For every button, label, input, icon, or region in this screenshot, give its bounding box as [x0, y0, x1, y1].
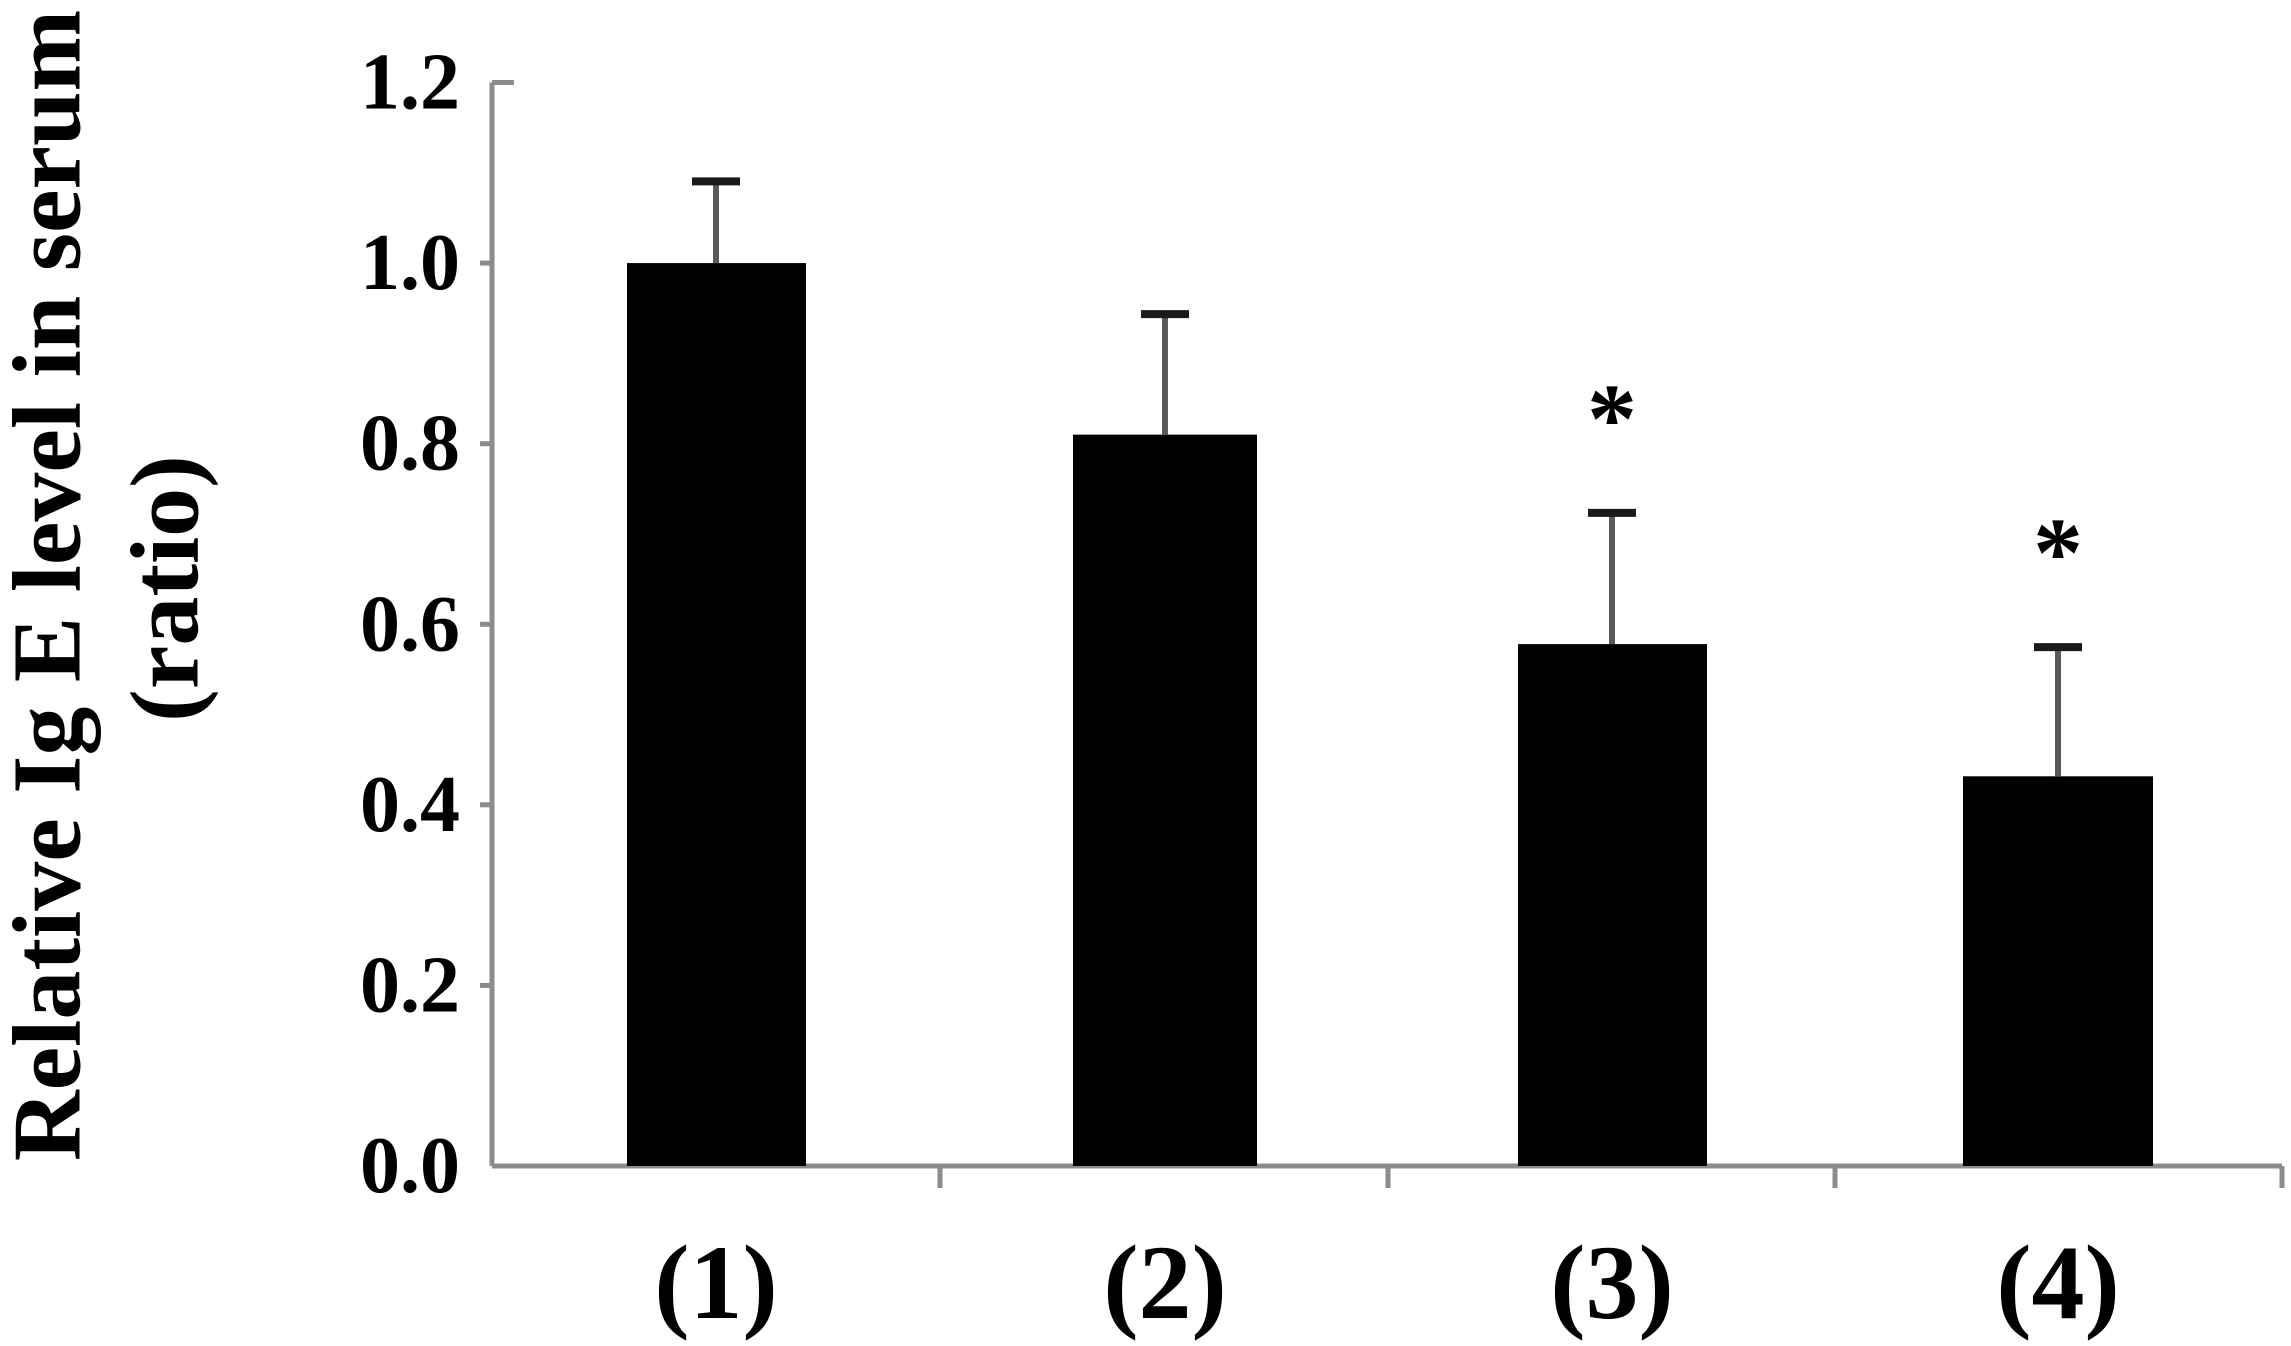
- svg-text:(1): (1): [654, 1224, 778, 1341]
- svg-text:1.2: 1.2: [360, 39, 460, 127]
- svg-text:1.0: 1.0: [360, 219, 460, 307]
- svg-text:(ratio): (ratio): [111, 455, 219, 722]
- svg-text:*: *: [1587, 363, 1637, 474]
- svg-text:(4): (4): [1996, 1224, 2120, 1341]
- svg-text:0.2: 0.2: [360, 941, 460, 1029]
- svg-text:(3): (3): [1550, 1224, 1674, 1341]
- svg-text:0.0: 0.0: [360, 1122, 460, 1210]
- svg-text:*: *: [2033, 497, 2083, 608]
- svg-text:0.6: 0.6: [360, 580, 460, 668]
- svg-text:0.4: 0.4: [360, 761, 460, 849]
- svg-text:Relative Ig E level in serum: Relative Ig E level in serum: [0, 10, 101, 1161]
- svg-text:0.8: 0.8: [360, 400, 460, 488]
- svg-text:(2): (2): [1103, 1224, 1227, 1341]
